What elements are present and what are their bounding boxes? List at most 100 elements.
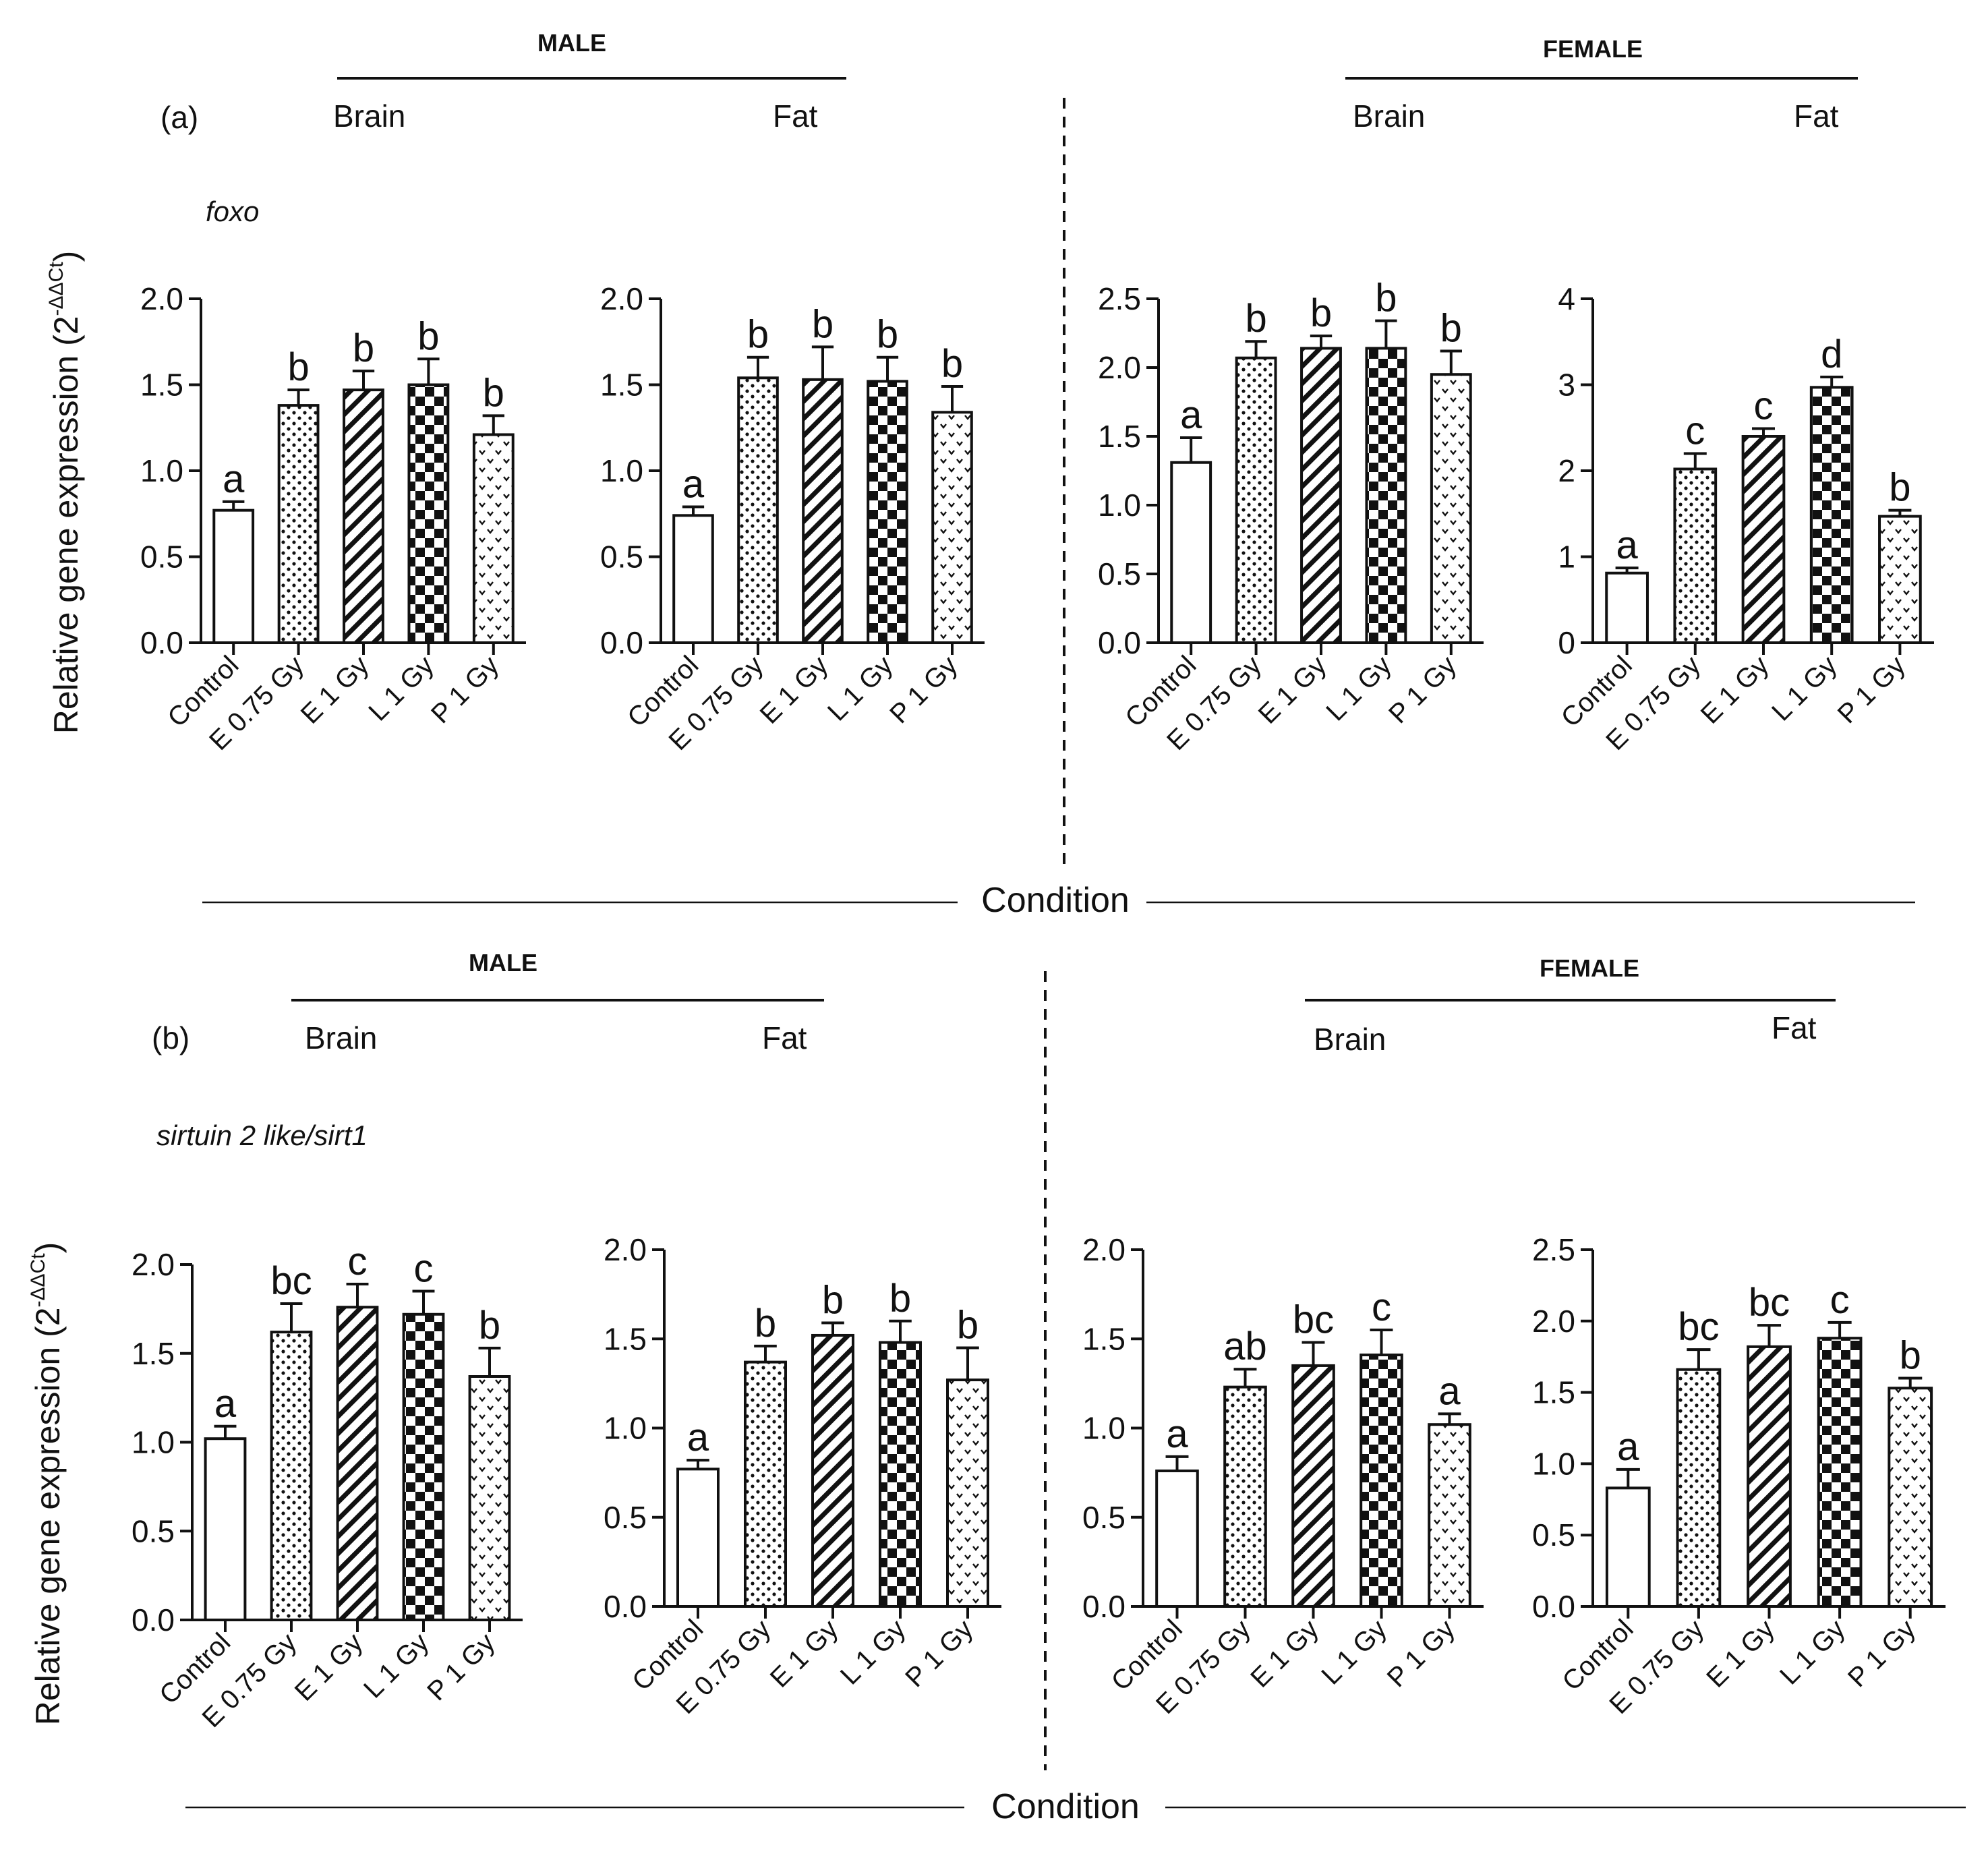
chart2-ytick-label: 2.5 [1098,281,1141,316]
chart3-ytick-label: 4 [1558,281,1575,316]
chart1-bar-4 [931,411,973,644]
chart6-bar-0 [1155,1469,1199,1608]
x-axis-label-a: Condition [981,881,1130,920]
chart4-significance-letter: a [214,1382,237,1426]
chart0-bar-1 [277,404,320,644]
chart1-significance-letter: b [941,342,963,386]
chart0-category-label: E 1 Gy [295,650,375,730]
chart3-significance-letter: c [1754,384,1774,428]
chart2-ytick-label: 0.5 [1098,556,1141,591]
chart4-category-label: E 1 Gy [289,1627,369,1707]
chart5-category-label: P 1 Gy [900,1614,978,1693]
male-header-b: MALE [469,949,537,977]
male-fat-label-b: Fat [762,1020,807,1055]
chart4-category-label: L 1 Gy [358,1627,434,1704]
y-axis-label-b-close: ) [29,1242,67,1254]
chart0-ytick-label: 0.5 [140,540,183,575]
chart4-bar-0 [204,1437,247,1621]
chart1-significance-letter: b [747,313,769,357]
chart2-significance-letter: b [1440,307,1462,351]
chart5-ytick-label: 0.0 [604,1589,647,1624]
chart3-bar-1 [1673,467,1718,644]
chart6-ytick-label: 1.0 [1082,1411,1125,1446]
chart3-significance-letter: d [1821,332,1842,376]
female-brain-label-a: Brain [1353,98,1425,134]
chart7-category-label: P 1 Gy [1842,1614,1921,1693]
chart7-category-label: L 1 Gy [1774,1614,1850,1690]
male-fat-label-a: Fat [773,98,818,134]
chart2-significance-letter: b [1375,277,1397,320]
chart4-bar-1 [270,1331,313,1621]
chart3-significance-letter: c [1685,409,1705,453]
chart6-category-label: E 1 Gy [1245,1614,1324,1693]
male-header-a: MALE [537,29,606,57]
chart0-bar-0 [212,509,255,645]
chart5-significance-letter: b [822,1278,844,1322]
female-header-a: FEMALE [1543,35,1643,63]
chart7-significance-letter: bc [1749,1281,1790,1325]
chart6-bar-1 [1223,1385,1267,1608]
chart5-bar-4 [946,1378,989,1608]
chart3-category-label: P 1 Gy [1832,650,1911,729]
chart6-category-label: L 1 Gy [1316,1614,1392,1690]
chart3-bar-2 [1741,435,1786,644]
chart7-bar-4 [1888,1387,1933,1608]
chart2-ytick-label: 1.0 [1098,488,1141,523]
chart0-category-label: P 1 Gy [426,650,504,729]
chart2-significance-letter: b [1245,297,1266,341]
female-fat-label-b: Fat [1772,1010,1817,1045]
chart7-category-label: E 1 Gy [1701,1614,1780,1693]
chart5-bar-1 [744,1360,787,1608]
chart7-significance-letter: c [1830,1278,1850,1322]
chart6-category-label: P 1 Gy [1382,1614,1461,1693]
y-axis-label-b-main: Relative gene expression (2 [29,1307,67,1725]
female-brain-label-b: Brain [1314,1022,1386,1057]
y-axis-label-a: Relative gene expression (2-ΔΔCt) [45,251,85,734]
chart6-ytick-label: 1.5 [1082,1321,1125,1356]
chart2-category-label: P 1 Gy [1383,650,1462,729]
chart5-category-label: L 1 Gy [835,1614,911,1690]
chart4-bar-3 [402,1312,445,1622]
chart2-bar-4 [1430,373,1472,644]
chart4-ytick-label: 1.5 [131,1336,175,1371]
chart3-significance-letter: b [1889,466,1910,510]
chart4-significance-letter: c [348,1240,368,1283]
chart5-bar-0 [676,1468,720,1608]
chart1-significance-letter: b [877,313,898,357]
male-brain-label-a: Brain [333,98,405,134]
chart0-significance-letter: b [483,371,504,415]
chart7-ytick-label: 0.5 [1532,1517,1575,1552]
chart1-bar-1 [737,376,779,644]
chart3-ytick-label: 0 [1558,625,1575,660]
chart4-significance-letter: bc [270,1259,312,1303]
chart2-ytick-label: 1.5 [1098,419,1141,454]
chart2-category-label: E 1 Gy [1253,650,1333,730]
chart6-ytick-label: 0.5 [1082,1500,1125,1535]
chart0-ytick-label: 2.0 [140,281,183,316]
chart7-bar-3 [1817,1337,1863,1608]
chart5-ytick-label: 2.0 [604,1232,647,1267]
chart0-ytick-label: 1.0 [140,453,183,488]
chart0-ytick-label: 0.0 [140,625,183,660]
chart4-significance-letter: b [479,1304,500,1347]
chart5-significance-letter: b [957,1303,978,1347]
chart1-bar-3 [867,380,908,645]
chart2-ytick-label: 2.0 [1098,350,1141,385]
panel-label-b: (b) [152,1020,189,1055]
chart3-significance-letter: a [1616,523,1638,567]
x-axis-label-b: Condition [991,1787,1140,1826]
chart4-ytick-label: 0.0 [131,1602,175,1637]
chart5-significance-letter: b [889,1277,911,1320]
chart2-bar-1 [1235,356,1277,644]
chart4-bar-4 [468,1375,511,1621]
chart1-bar-2 [802,378,844,644]
female-fat-label-a: Fat [1794,98,1839,134]
chart6-significance-letter: c [1372,1285,1391,1329]
chart6-bar-2 [1291,1364,1335,1608]
chart1-ytick-label: 0.0 [600,625,643,660]
chart2-bar-2 [1300,347,1342,644]
chart7-ytick-label: 1.0 [1532,1446,1575,1481]
